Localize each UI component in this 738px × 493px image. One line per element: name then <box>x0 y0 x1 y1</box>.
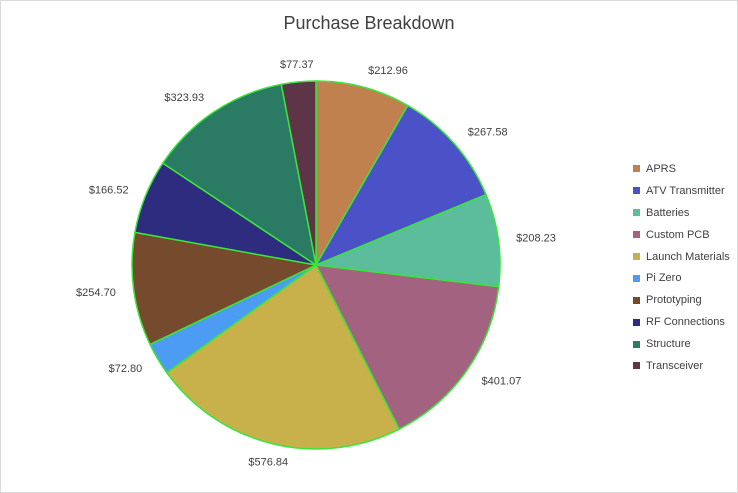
data-label: $77.37 <box>280 59 314 71</box>
data-label: $323.93 <box>164 92 204 104</box>
legend-swatch <box>633 165 640 173</box>
legend-swatch <box>633 340 640 348</box>
legend-item: Launch Materials <box>633 246 730 268</box>
legend-swatch <box>633 318 640 326</box>
pie-slice-batteries <box>313 193 501 288</box>
legend-label: Custom PCB <box>646 228 710 241</box>
legend-label: Pi Zero <box>646 272 682 285</box>
data-label: $254.70 <box>76 287 116 299</box>
pie-slice-aprs <box>315 80 409 268</box>
data-label: $212.96 <box>368 65 408 77</box>
legend-item: Custom PCB <box>633 224 730 246</box>
legend-swatch <box>633 274 640 282</box>
legend-item: Structure <box>633 333 730 355</box>
data-label: $166.52 <box>89 185 129 197</box>
data-label: $208.23 <box>516 232 556 244</box>
legend-item: ATV Transmitter <box>633 180 730 202</box>
legend-item: APRS <box>633 158 730 180</box>
legend-swatch <box>633 253 640 260</box>
legend-item: Transceiver <box>633 355 730 377</box>
legend-swatch <box>633 231 640 239</box>
pie-slice-atv-transmitter <box>314 104 488 267</box>
legend-label: Launch Materials <box>646 250 730 263</box>
legend-label: Transceiver <box>646 359 704 372</box>
legend-item: Pi Zero <box>633 267 730 289</box>
legend-swatch <box>633 209 640 217</box>
data-label: $72.80 <box>109 363 143 375</box>
legend-label: Structure <box>646 338 691 351</box>
pie-slice-prototyping <box>131 231 319 346</box>
data-label: $576.84 <box>248 456 288 468</box>
data-label: $267.58 <box>468 127 508 139</box>
legend-label: RF Connections <box>646 316 725 329</box>
legend-item: Batteries <box>633 202 730 224</box>
data-label: $401.07 <box>482 376 522 388</box>
legend: APRS ATV Transmitter Batteries Custom PCB La… <box>633 158 730 377</box>
pie-slice-custom-pcb <box>314 264 500 431</box>
legend-label: APRS <box>646 162 676 175</box>
legend-swatch <box>633 296 640 304</box>
legend-label: Prototyping <box>646 294 702 307</box>
legend-swatch <box>633 187 640 195</box>
chart-title: Purchase Breakdown <box>283 13 455 33</box>
pie-slice-launch-materials <box>165 263 401 450</box>
pie-slice-structure <box>161 83 318 267</box>
legend-swatch <box>633 362 640 370</box>
legend-label: Batteries <box>646 206 690 219</box>
legend-item: RF Connections <box>633 311 730 333</box>
legend-item: Prototyping <box>633 289 730 311</box>
pie-slice-transceiver <box>280 80 317 266</box>
legend-label: ATV Transmitter <box>646 184 725 197</box>
